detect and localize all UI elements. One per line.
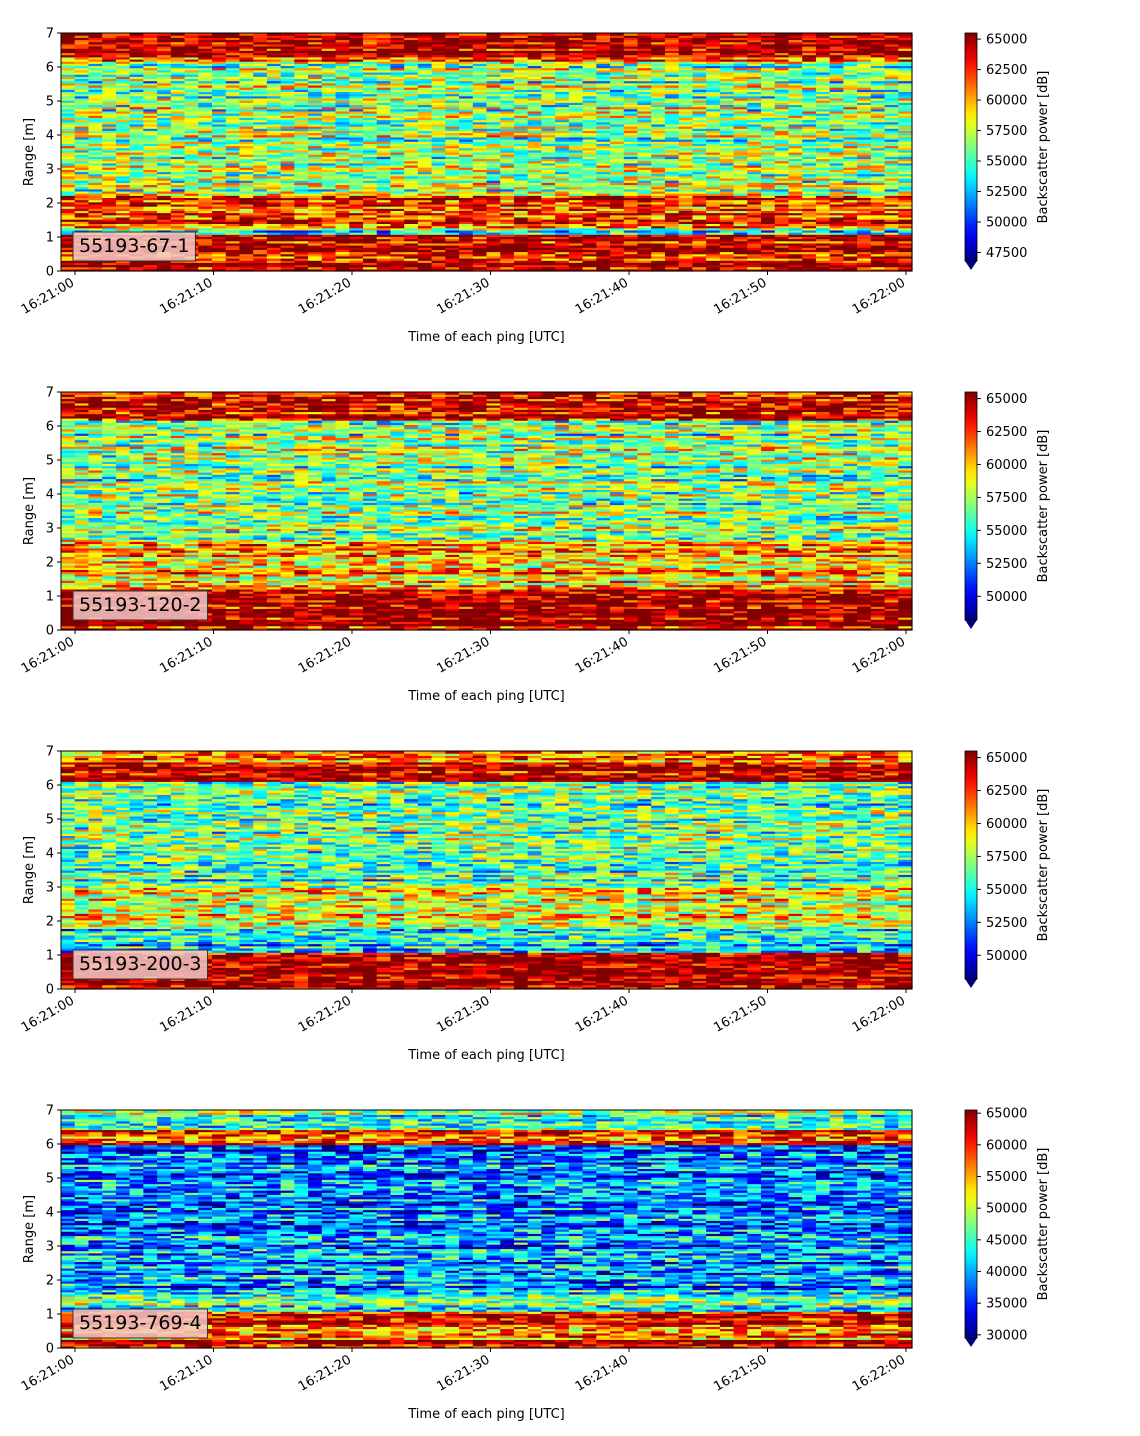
chart-panel-1: 0123456716:21:00 16:21:10 16:21:20 16:21:30… [19,27,1051,346]
